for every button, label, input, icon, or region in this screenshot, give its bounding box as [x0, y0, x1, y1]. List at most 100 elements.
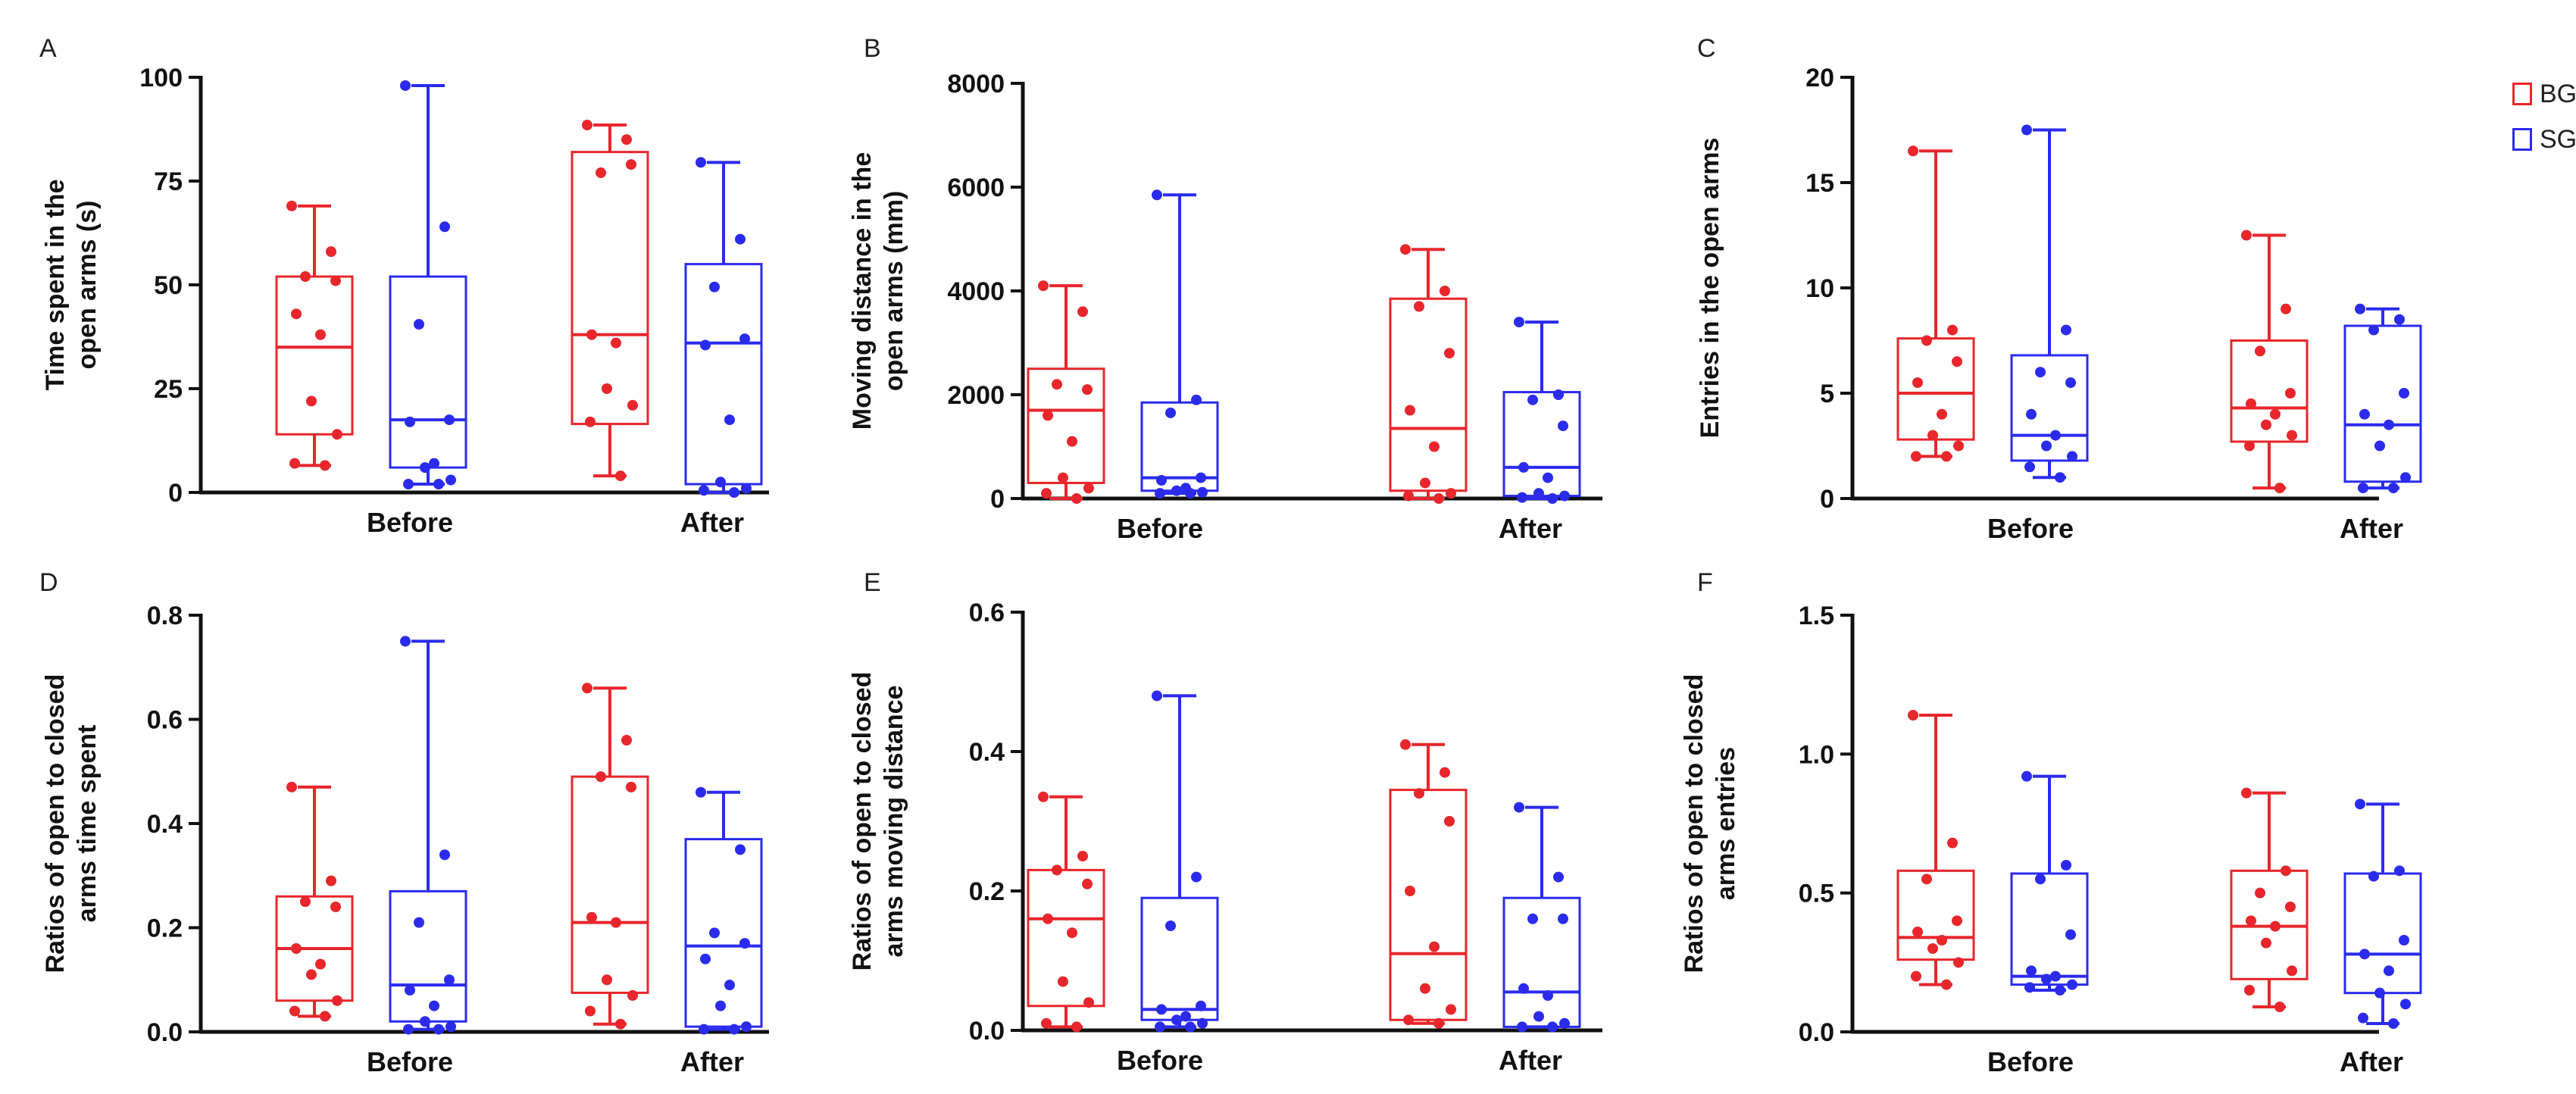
y-tick-label: 0.0 — [147, 1018, 183, 1047]
data-point — [1927, 943, 1938, 954]
box-bg-before — [1027, 791, 1105, 1033]
y-axis-label: arms moving distance — [880, 685, 908, 957]
data-point — [729, 487, 739, 498]
data-point — [2244, 985, 2255, 996]
y-axis-label: Entries in the open arms — [1696, 138, 1724, 439]
legend-item-bg: BG — [2512, 79, 2576, 109]
data-point — [420, 1016, 430, 1027]
data-point — [1558, 913, 1568, 924]
data-point — [1400, 739, 1411, 750]
box-sg-before — [389, 80, 467, 490]
data-point — [1518, 461, 1529, 473]
data-point — [735, 844, 746, 855]
data-point — [1038, 280, 1049, 292]
data-point — [2261, 937, 2271, 949]
data-point — [1543, 990, 1553, 1001]
data-point — [330, 275, 341, 286]
data-point — [445, 474, 456, 486]
box-iqr — [1140, 896, 1219, 1021]
data-point — [1911, 451, 1921, 462]
data-point — [2359, 949, 2370, 960]
y-axis-label: Ratios of open to closed — [848, 672, 877, 971]
data-point — [1433, 493, 1444, 504]
data-point — [586, 911, 597, 923]
data-point — [429, 1000, 439, 1011]
legend-swatch-bg — [2512, 83, 2532, 105]
data-point — [615, 470, 626, 482]
data-point — [405, 416, 415, 427]
data-point — [1414, 301, 1424, 312]
data-point — [1952, 356, 1962, 367]
data-point — [2061, 324, 2071, 336]
data-point — [1941, 979, 1952, 990]
data-point — [2246, 915, 2256, 927]
data-point — [1440, 767, 1450, 778]
data-point — [1433, 1017, 1444, 1029]
data-point — [602, 383, 612, 394]
data-point — [286, 200, 297, 211]
data-point — [621, 134, 632, 145]
x-category-label: After — [1499, 1045, 1562, 1076]
panel-e: E 0.0 0.2 0.4 0.6 Ratios of open to closed arm… — [848, 568, 1602, 1076]
data-point — [596, 771, 606, 783]
y-tick-label: 0.0 — [969, 1017, 1005, 1046]
box-sg-before — [1140, 189, 1219, 499]
data-point — [2055, 985, 2065, 996]
data-point — [2246, 398, 2256, 409]
legend-swatch-sg — [2512, 128, 2532, 151]
data-point — [1937, 935, 1947, 946]
data-point — [1937, 408, 1947, 420]
data-point — [715, 477, 726, 488]
data-point — [1041, 488, 1052, 499]
data-point — [1082, 878, 1093, 889]
data-point — [2285, 902, 2296, 912]
x-category-label: Before — [367, 1046, 453, 1077]
data-point — [2384, 965, 2394, 977]
data-point — [414, 917, 424, 928]
y-tick-label: 1.0 — [1799, 740, 1834, 769]
data-point — [1947, 324, 1958, 336]
y-tick-label: 100 — [139, 64, 183, 92]
data-point — [1921, 874, 1932, 885]
data-point — [586, 329, 597, 340]
data-point — [439, 221, 450, 233]
data-point — [2394, 314, 2405, 325]
data-point — [1156, 1004, 1167, 1015]
data-point — [1165, 407, 1176, 418]
data-point — [429, 458, 439, 469]
data-point — [2388, 483, 2399, 494]
data-point — [1185, 1021, 1196, 1033]
data-point — [724, 414, 735, 426]
data-point — [621, 735, 632, 745]
data-point — [2374, 440, 2385, 452]
data-point — [709, 927, 720, 939]
data-point — [715, 1000, 726, 1011]
data-point — [291, 308, 302, 320]
data-point — [696, 786, 706, 798]
data-point — [1908, 710, 1918, 720]
data-point — [709, 281, 720, 292]
box-iqr — [1027, 868, 1105, 1008]
data-point — [1171, 485, 1182, 496]
data-point — [1152, 690, 1162, 702]
data-point — [2270, 921, 2281, 932]
data-point — [1191, 871, 1202, 883]
data-point — [626, 781, 636, 792]
data-point — [2067, 979, 2077, 990]
box-sg-after — [684, 786, 763, 1035]
box-bg-before — [1896, 145, 1975, 462]
data-point — [1156, 475, 1167, 486]
data-point — [699, 1024, 709, 1035]
data-point — [1405, 886, 1415, 896]
data-point — [2368, 324, 2379, 336]
data-point — [1514, 802, 1524, 813]
data-point — [1196, 472, 1206, 483]
y-tick-label: 0 — [1820, 485, 1834, 514]
data-point — [1191, 394, 1202, 405]
data-point — [2281, 303, 2291, 314]
box-bg-before — [275, 200, 354, 471]
data-point — [2400, 999, 2411, 1010]
box-bg-after — [2230, 230, 2309, 494]
data-point — [1083, 997, 1094, 1008]
box-iqr — [2343, 324, 2422, 483]
